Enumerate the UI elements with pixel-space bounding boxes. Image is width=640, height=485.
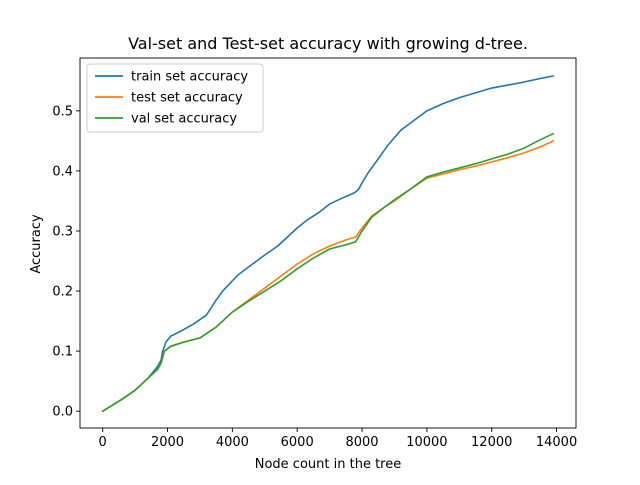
x-tick-label: 14000	[536, 435, 577, 450]
legend-label: train set accuracy	[131, 70, 248, 85]
y-tick-label: 0.5	[52, 104, 73, 119]
chart-title: Val-set and Test-set accuracy with growi…	[128, 34, 528, 53]
x-tick-label: 10000	[406, 435, 447, 450]
x-axis-label: Node count in the tree	[255, 457, 401, 472]
y-tick-label: 0.0	[52, 405, 73, 420]
y-tick-label: 0.1	[52, 345, 73, 360]
x-tick-label: 0	[99, 435, 107, 450]
x-tick-label: 2000	[151, 435, 184, 450]
series-line-train-set-accuracy	[101, 75, 555, 412]
legend[interactable]: train set accuracy test set accuracy val s…	[86, 63, 264, 133]
legend-box	[86, 63, 264, 133]
legend-label: val set accuracy	[131, 112, 237, 127]
x-tick-label: 12000	[471, 435, 512, 450]
y-tick-label: 0.4	[52, 164, 73, 179]
y-tick-label: 0.2	[52, 285, 73, 300]
series-line-val-set-accuracy	[101, 132, 555, 412]
plot-area	[101, 75, 555, 412]
axes-frame	[79, 57, 577, 429]
y-axis-label: Accuracy	[29, 214, 44, 274]
x-tick-label: 6000	[281, 435, 314, 450]
axes: 0 2000 4000 6000 8000 10000 12000 14000 0.0 0.1 0.…	[52, 57, 577, 450]
x-tick-label: 8000	[345, 435, 378, 450]
legend-label: test set accuracy	[131, 91, 243, 106]
x-tick-label: 4000	[216, 435, 249, 450]
y-tick-label: 0.3	[52, 224, 73, 239]
